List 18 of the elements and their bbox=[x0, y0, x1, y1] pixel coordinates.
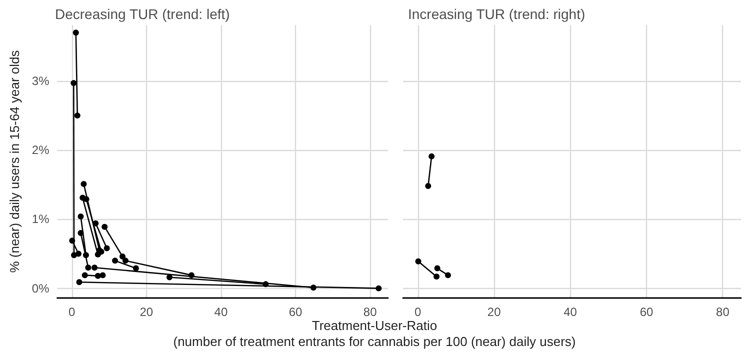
y-tick-label: 0% bbox=[32, 281, 50, 296]
y-axis-title: % (near) daily users in 15-64 year olds bbox=[7, 50, 22, 273]
y-tick-label: 2% bbox=[32, 143, 50, 158]
chart-title: Increasing TUR (trend: right) bbox=[408, 6, 586, 22]
x-axis-title: Treatment-User-Ratio (number of treatment entrants for cannabis per 100 (near) daily users) bbox=[172, 318, 577, 350]
x-tick-label: 20 bbox=[140, 305, 154, 319]
x-tick-label: 60 bbox=[288, 305, 303, 319]
chart-title: Decreasing TUR (trend: left) bbox=[55, 6, 230, 22]
y-tick-label: 3% bbox=[32, 74, 50, 88]
x-tick-label: 80 bbox=[716, 305, 730, 319]
x-tick-label: 40 bbox=[564, 305, 578, 319]
x-tick-label: 80 bbox=[363, 305, 378, 319]
x-tick-label: 20 bbox=[487, 305, 502, 319]
x-tick-label: 0 bbox=[68, 305, 76, 319]
x-tick-label: 0 bbox=[414, 305, 422, 319]
x-tick-label: 40 bbox=[214, 305, 228, 319]
x-tick-label: 60 bbox=[640, 305, 654, 319]
y-tick-label: 1% bbox=[32, 212, 50, 226]
